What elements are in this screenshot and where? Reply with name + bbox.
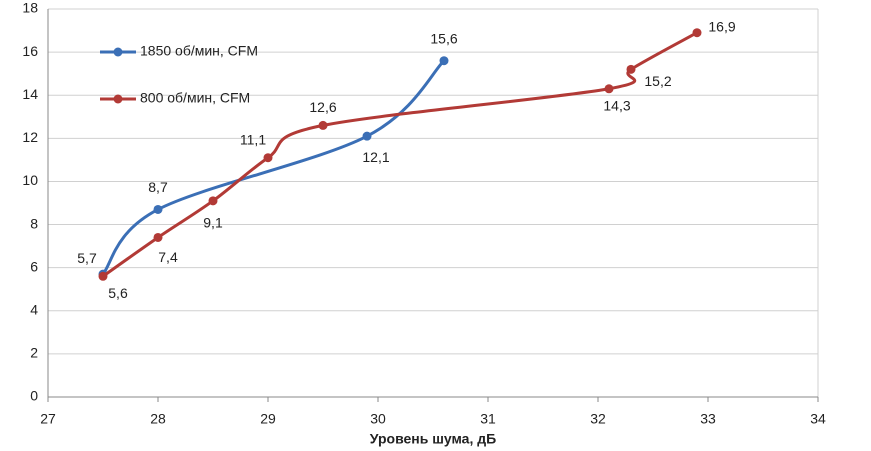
- series-line: [101, 59, 446, 276]
- y-tick-label: 6: [30, 258, 38, 274]
- data-point: [153, 204, 163, 214]
- data-label: 7,4: [158, 249, 178, 265]
- data-point: [604, 84, 614, 94]
- x-tick-label: 27: [40, 411, 56, 427]
- x-tick-label: 34: [810, 411, 826, 427]
- data-label: 16,9: [708, 18, 735, 34]
- legend-label: 1850 об/мин, CFM: [140, 43, 258, 59]
- data-point: [362, 131, 372, 141]
- y-tick-label: 18: [22, 0, 38, 16]
- data-label: 15,6: [430, 30, 457, 46]
- data-label: 5,6: [108, 285, 128, 301]
- x-tick-label: 29: [260, 411, 276, 427]
- y-tick-label: 8: [30, 215, 38, 231]
- data-point: [98, 271, 108, 281]
- data-point: [318, 120, 328, 130]
- y-tick-label: 2: [30, 345, 38, 361]
- data-label: 5,7: [77, 250, 97, 266]
- y-tick-label: 4: [30, 301, 38, 317]
- data-point: [208, 196, 218, 206]
- data-label: 15,2: [644, 73, 671, 89]
- x-tick-label: 31: [480, 411, 496, 427]
- legend-label: 800 об/мин, CFM: [140, 90, 250, 106]
- series-line: [102, 31, 698, 278]
- data-label: 12,6: [309, 99, 336, 115]
- y-tick-label: 0: [30, 388, 38, 404]
- data-point: [439, 56, 449, 66]
- data-point: [626, 64, 636, 74]
- data-label: 9,1: [203, 215, 223, 231]
- y-tick-label: 10: [22, 172, 38, 188]
- data-label: 8,7: [148, 179, 168, 195]
- x-tick-label: 33: [700, 411, 716, 427]
- data-point: [263, 153, 273, 163]
- y-tick-label: 16: [22, 43, 38, 59]
- x-tick-label: 30: [370, 411, 386, 427]
- x-axis-label: Уровень шума, дБ: [370, 431, 496, 447]
- data-point: [692, 28, 702, 38]
- legend-marker: [113, 47, 123, 57]
- y-tick-label: 14: [22, 86, 38, 102]
- data-label: 12,1: [362, 149, 389, 165]
- data-label: 14,3: [603, 97, 630, 113]
- x-tick-label: 28: [150, 411, 166, 427]
- legend-marker: [113, 94, 123, 104]
- x-tick-label: 32: [590, 411, 606, 427]
- data-label: 11,1: [240, 131, 266, 147]
- y-tick-label: 12: [22, 129, 38, 145]
- data-point: [153, 232, 163, 242]
